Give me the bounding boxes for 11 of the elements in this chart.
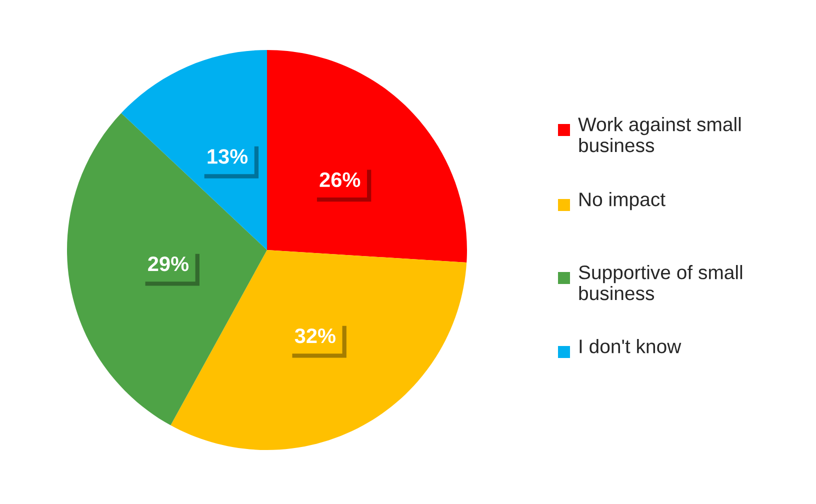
pie-slice <box>67 113 267 426</box>
data-label: 26% <box>320 172 360 188</box>
data-label: 32% <box>294 328 336 344</box>
data-label: 29% <box>148 256 189 272</box>
legend-label: Supportive of small business <box>578 265 742 300</box>
legend-label: Work against small business <box>578 117 741 152</box>
legend-label: I don't know <box>580 339 682 354</box>
data-label: 13% <box>208 149 248 164</box>
pie-slice <box>267 50 467 263</box>
legend-label: No impact <box>580 192 666 210</box>
pie-slice <box>121 50 267 250</box>
